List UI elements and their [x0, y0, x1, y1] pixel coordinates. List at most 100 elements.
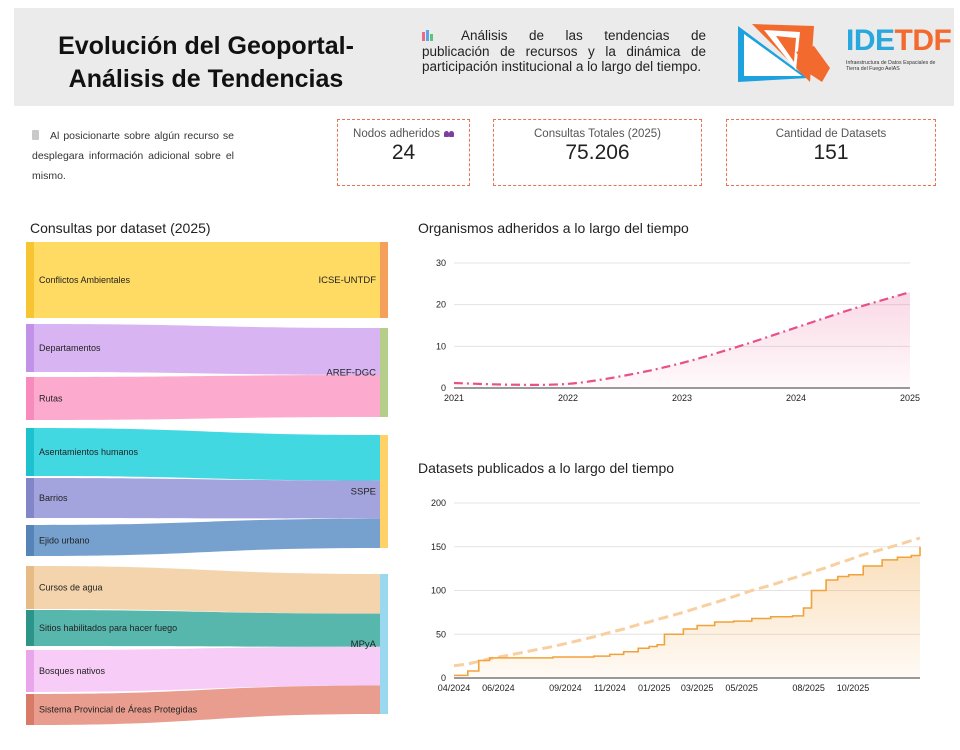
sankey-chart: Conflictos Ambientales Departamentos Rutas… [26, 238, 396, 728]
sankey-target-node[interactable] [380, 574, 388, 714]
area-fill [454, 546, 920, 678]
y-tick-label: 100 [431, 586, 446, 596]
logo-name-ide: IDE [846, 24, 895, 57]
sankey-source-label: Asentamientos humanos [39, 447, 139, 457]
series-line[interactable] [453, 291, 911, 386]
y-tick-label: 0 [441, 383, 446, 393]
kpi-value: 75.206 [565, 141, 630, 164]
x-tick-label: 10/2025 [837, 683, 870, 693]
sankey-target-label: ICSE-UNTDF [318, 275, 376, 286]
hover-hint-text: Al posicionarte sobre algún recurso se d… [32, 130, 234, 182]
sankey-source-node[interactable] [26, 650, 34, 692]
x-tick-label: 03/2025 [681, 683, 714, 693]
info-icon [32, 130, 39, 140]
bar-chart-icon [422, 30, 435, 41]
y-tick-label: 10 [436, 341, 446, 351]
page-description: Análisis de las tendencias de publicació… [422, 28, 706, 75]
chart-datasets-title: Datasets publicados a lo largo del tiemp… [418, 460, 675, 476]
y-tick-label: 50 [436, 629, 446, 639]
kpi-label-text: Nodos adheridos [353, 128, 440, 140]
kpi-card-datasets: Cantidad de Datasets 151 [726, 119, 936, 186]
chart-organismos: 0 10 20 30 2021 2022 2023 2024 2025 [418, 255, 928, 410]
sankey-target-label: SSPE [351, 487, 376, 498]
x-tick-label: 09/2024 [549, 683, 582, 693]
sankey-svg: Conflictos Ambientales Departamentos Rutas… [26, 242, 388, 725]
sankey-source-label: Cursos de agua [39, 583, 103, 593]
chart-organismos-svg: 0 10 20 30 2021 2022 2023 2024 2025 [436, 258, 920, 403]
sankey-link[interactable] [34, 518, 380, 556]
x-tick-label: 01/2025 [638, 683, 671, 693]
chart-datasets: 0 50 100 150 200 04/2024 06/2024 09/2024 11/2024… [418, 495, 928, 700]
y-tick-label: 30 [436, 258, 446, 268]
sankey-link[interactable] [34, 242, 380, 318]
sankey-source-label: Departamentos [39, 343, 101, 353]
x-tick-label: 2023 [672, 393, 692, 403]
kpi-label: Consultas Totales (2025) [534, 128, 661, 140]
x-tick-label: 04/2024 [438, 683, 471, 693]
sankey-source-label: Conflictos Ambientales [39, 275, 131, 285]
sankey-target-label: MPyA [351, 639, 377, 650]
sankey-link[interactable] [34, 685, 380, 725]
x-tick-label: 2025 [900, 393, 920, 403]
kpi-card-consultas: Consultas Totales (2025) 75.206 [493, 119, 702, 186]
header-banner: Evolución del Geoportal- Análisis de Ten… [14, 8, 954, 106]
sankey-source-label: Bosques nativos [39, 666, 106, 676]
sankey-link[interactable] [34, 324, 380, 375]
sankey-source-node[interactable] [26, 428, 34, 476]
page-title-line1: Evolución del Geoportal- [58, 32, 354, 60]
sankey-source-node[interactable] [26, 694, 34, 725]
x-tick-label: 2024 [786, 393, 806, 403]
sankey-target-node[interactable] [380, 242, 388, 318]
sankey-target-node[interactable] [380, 435, 388, 548]
x-tick-label: 08/2025 [792, 683, 825, 693]
ide-tdf-logo: IDETDF Infraestructura de Datos Espacial… [734, 22, 952, 92]
sankey-link[interactable] [34, 374, 380, 420]
kpi-label: Cantidad de Datasets [775, 128, 887, 140]
logo-subtitle: Infraestructura de Datos Espaciales de T… [846, 60, 936, 73]
series-line[interactable] [454, 546, 921, 677]
kpi-value: 151 [813, 141, 849, 164]
kpi-card-nodos: Nodos adheridos 24 [337, 119, 470, 186]
sankey-link[interactable] [34, 478, 380, 519]
chart-datasets-svg: 0 50 100 150 200 04/2024 06/2024 09/2024 11/2024… [431, 498, 921, 693]
sankey-source-node[interactable] [26, 525, 34, 556]
sankey-source-node[interactable] [26, 377, 34, 420]
page-description-text: Análisis de las tendencias de publicació… [422, 28, 706, 74]
sankey-source-node[interactable] [26, 566, 34, 609]
logo-name: IDETDF [846, 24, 952, 58]
logo-name-tdf: TDF [894, 24, 952, 57]
trend-line[interactable] [453, 536, 921, 668]
sankey-source-label: Barrios [39, 493, 68, 503]
x-tick-label: 11/2024 [594, 683, 626, 693]
x-tick-label: 05/2025 [725, 683, 758, 693]
page-title-line2: Análisis de Tendencias [68, 65, 344, 93]
sankey-target-node[interactable] [380, 328, 388, 417]
sankey-source-label: Ejido urbano [39, 536, 90, 546]
sankey-source-label: Sitios habilitados para hacer fuego [39, 623, 177, 633]
sankey-title: Consultas por dataset (2025) [30, 220, 211, 236]
sankey-link[interactable] [34, 610, 380, 647]
x-tick-label: 2021 [444, 393, 464, 403]
y-tick-label: 150 [431, 542, 446, 552]
sankey-source-label: Rutas [39, 394, 63, 404]
sankey-link[interactable] [34, 428, 380, 481]
sankey-source-node[interactable] [26, 324, 34, 372]
hover-hint: Al posicionarte sobre algún recurso se d… [32, 126, 234, 186]
sankey-source-node[interactable] [26, 478, 34, 518]
sankey-link[interactable] [34, 646, 380, 692]
y-tick-label: 200 [431, 498, 446, 508]
sankey-link[interactable] [34, 566, 380, 614]
chart-organismos-title: Organismos adheridos a lo largo del tiem… [418, 220, 689, 236]
ide-tdf-logo-mark [738, 24, 830, 82]
y-tick-label: 0 [441, 673, 446, 683]
sankey-source-node[interactable] [26, 242, 34, 318]
x-tick-label: 06/2024 [482, 683, 515, 693]
kpi-value: 24 [391, 141, 416, 164]
kpi-label: Nodos adheridos [338, 128, 469, 140]
y-tick-label: 20 [436, 300, 446, 310]
sankey-source-node[interactable] [26, 610, 34, 646]
sankey-target-label: AREF-DGC [326, 368, 376, 379]
x-tick-label: 2022 [558, 393, 578, 403]
area-fill [454, 292, 910, 388]
page-title: Evolución del Geoportal- Análisis de Ten… [36, 30, 376, 96]
